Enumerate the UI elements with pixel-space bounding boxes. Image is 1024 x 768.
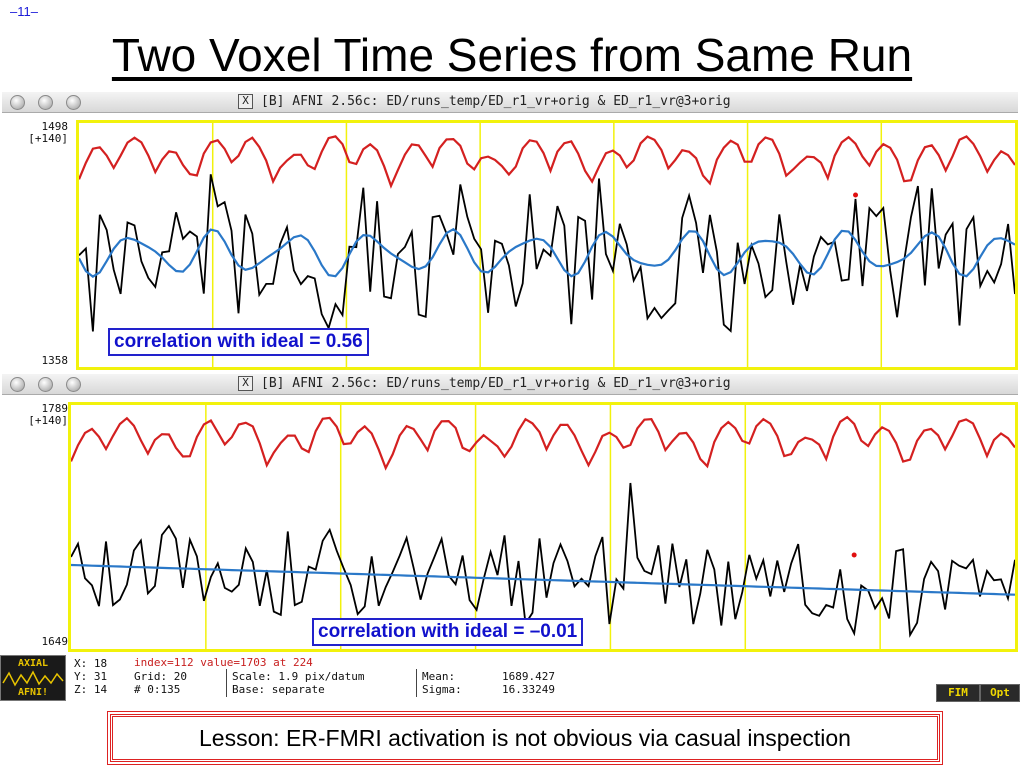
base-readout: Base: separate xyxy=(232,683,325,696)
zoom-light-icon[interactable] xyxy=(66,95,81,110)
mean-label: Mean: xyxy=(422,670,456,683)
time-range-readout: # 0:135 xyxy=(134,683,181,696)
divider xyxy=(416,669,417,697)
x11-icon: X xyxy=(238,376,253,391)
window-title-text: X [B] AFNI 2.56c: ED/runs_temp/ED_r1_vr+o… xyxy=(238,376,731,391)
timeseries-plot-bottom[interactable] xyxy=(68,402,1018,652)
y-min-value: 1649 xyxy=(41,635,69,648)
axial-label: AXIAL xyxy=(17,658,49,669)
minimize-light-icon[interactable] xyxy=(38,377,53,392)
timeseries-svg-bottom xyxy=(71,405,1015,649)
voxel-z: Z: 14 xyxy=(74,683,108,696)
scale-readout: Scale: 1.9 pix/datum xyxy=(232,670,365,683)
grid-readout: Grid: 20 xyxy=(134,670,187,683)
window-title: [B] AFNI 2.56c: ED/runs_temp/ED_r1_vr+or… xyxy=(261,94,731,109)
y-range-value: [+140] xyxy=(28,132,68,145)
slide-title: Two Voxel Time Series from Same Run xyxy=(111,29,913,81)
correlation-label: correlation with ideal = 0.56 xyxy=(108,328,369,356)
correlation-label: correlation with ideal = –0.01 xyxy=(312,618,584,646)
voxel-data-trace xyxy=(79,174,1015,333)
afni-graph-window-bottom: X [B] AFNI 2.56c: ED/runs_temp/ED_r1_vr+o… xyxy=(0,374,1024,654)
y-axis-top-label: 1789 [+140] xyxy=(0,403,68,427)
ideal-response-curve xyxy=(71,415,1015,471)
slide-number: –11– xyxy=(10,4,38,19)
afni-graph-window-top: X [B] AFNI 2.56c: ED/runs_temp/ED_r1_vr+o… xyxy=(0,92,1024,372)
afni-label: AFNI! xyxy=(17,687,49,698)
zoom-light-icon[interactable] xyxy=(66,377,81,392)
current-timepoint-marker xyxy=(851,552,857,558)
y-max-value: 1789 xyxy=(41,402,69,415)
fim-button[interactable]: FIM xyxy=(936,684,980,702)
y-max-value: 1498 xyxy=(41,120,69,133)
voxel-data-trace xyxy=(71,482,1015,638)
y-axis-top-label: 1498 [+140] xyxy=(0,121,68,145)
opt-button[interactable]: Opt xyxy=(980,684,1020,702)
index-value-readout: index=112 value=1703 at 224 xyxy=(134,656,313,669)
timeseries-svg-top xyxy=(79,123,1015,367)
window-title: [B] AFNI 2.56c: ED/runs_temp/ED_r1_vr+or… xyxy=(261,376,731,391)
voxel-y: Y: 31 xyxy=(74,670,108,683)
graph-info-panel: X: 18 Y: 31 Z: 14 index=112 value=1703 a… xyxy=(72,656,592,698)
current-timepoint-marker xyxy=(853,192,859,198)
sigma-label: Sigma: xyxy=(422,683,462,696)
window-titlebar: X [B] AFNI 2.56c: ED/runs_temp/ED_r1_vr+o… xyxy=(2,92,1018,113)
window-title-text: X [B] AFNI 2.56c: ED/runs_temp/ED_r1_vr+o… xyxy=(238,94,731,109)
divider xyxy=(226,669,227,697)
x11-icon: X xyxy=(238,94,253,109)
ideal-response-curve xyxy=(79,135,1015,189)
mean-value: 1689.427 xyxy=(502,670,555,683)
close-light-icon[interactable] xyxy=(10,95,25,110)
voxel-x: X: 18 xyxy=(74,657,108,670)
y-range-value: [+140] xyxy=(28,414,68,427)
afni-wave-icon xyxy=(2,670,64,687)
close-light-icon[interactable] xyxy=(10,377,25,392)
fitted-curve xyxy=(79,227,1015,278)
minimize-light-icon[interactable] xyxy=(38,95,53,110)
sigma-value: 16.33249 xyxy=(502,683,555,696)
lesson-box: Lesson: ER-FMRI activation is not obviou… xyxy=(107,711,943,765)
window-titlebar: X [B] AFNI 2.56c: ED/runs_temp/ED_r1_vr+o… xyxy=(2,374,1018,395)
y-min-value: 1358 xyxy=(41,354,69,367)
axial-afni-logo[interactable]: AXIAL AFNI! xyxy=(0,655,66,701)
fitted-curve xyxy=(71,563,1015,596)
